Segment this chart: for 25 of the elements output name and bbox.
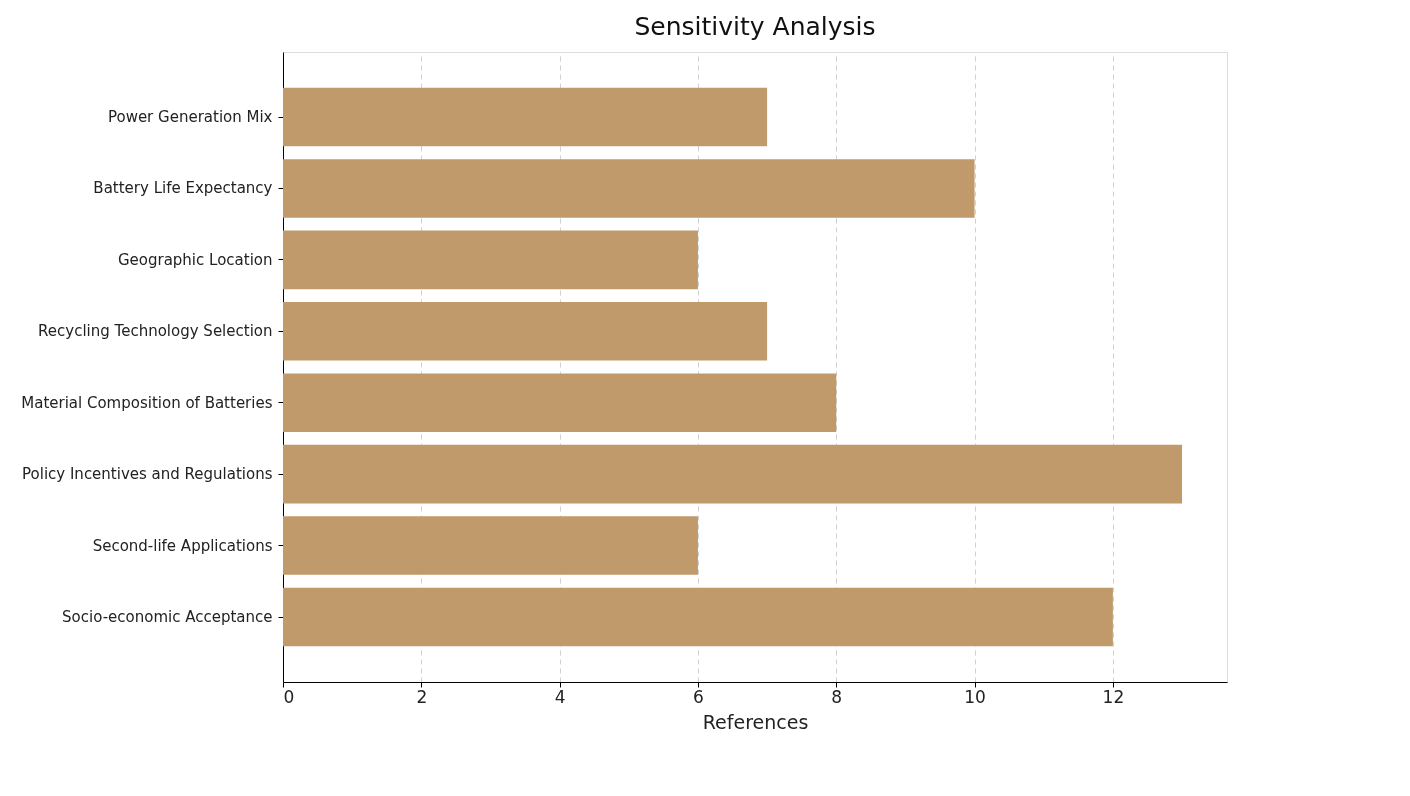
bar [283, 516, 698, 575]
y-tick-label: Geographic Location [117, 250, 273, 269]
chart-title: Sensitivity Analysis [634, 12, 876, 41]
x-tick-label: 10 [964, 686, 986, 707]
x-axis-title: References [702, 710, 809, 733]
bar [283, 230, 698, 290]
bar [283, 444, 1183, 504]
x-tick-label: 12 [1102, 686, 1125, 707]
y-tick-label: Recycling Technology Selection [38, 322, 273, 341]
bar [283, 302, 768, 361]
y-tick-label: Policy Incentives and Regulations [22, 465, 273, 484]
x-tick-label: 4 [554, 686, 566, 707]
y-tick-label: Socio-economic Acceptance [62, 608, 273, 626]
x-tick-label: 2 [416, 686, 428, 707]
bar [283, 373, 837, 432]
bar [283, 159, 975, 218]
y-tick-label: Material Composition of Batteries [21, 393, 273, 412]
y-tick-label: Second-life Applications [92, 536, 273, 555]
y-tick-label: Battery Life Expectancy [93, 179, 273, 198]
bar [283, 587, 1113, 647]
x-tick-label: 0 [283, 686, 295, 707]
bar [283, 87, 768, 147]
x-tick-label: 8 [831, 686, 843, 707]
x-tick-label: 6 [693, 686, 704, 707]
y-tick-label: Power Generation Mix [107, 108, 273, 126]
